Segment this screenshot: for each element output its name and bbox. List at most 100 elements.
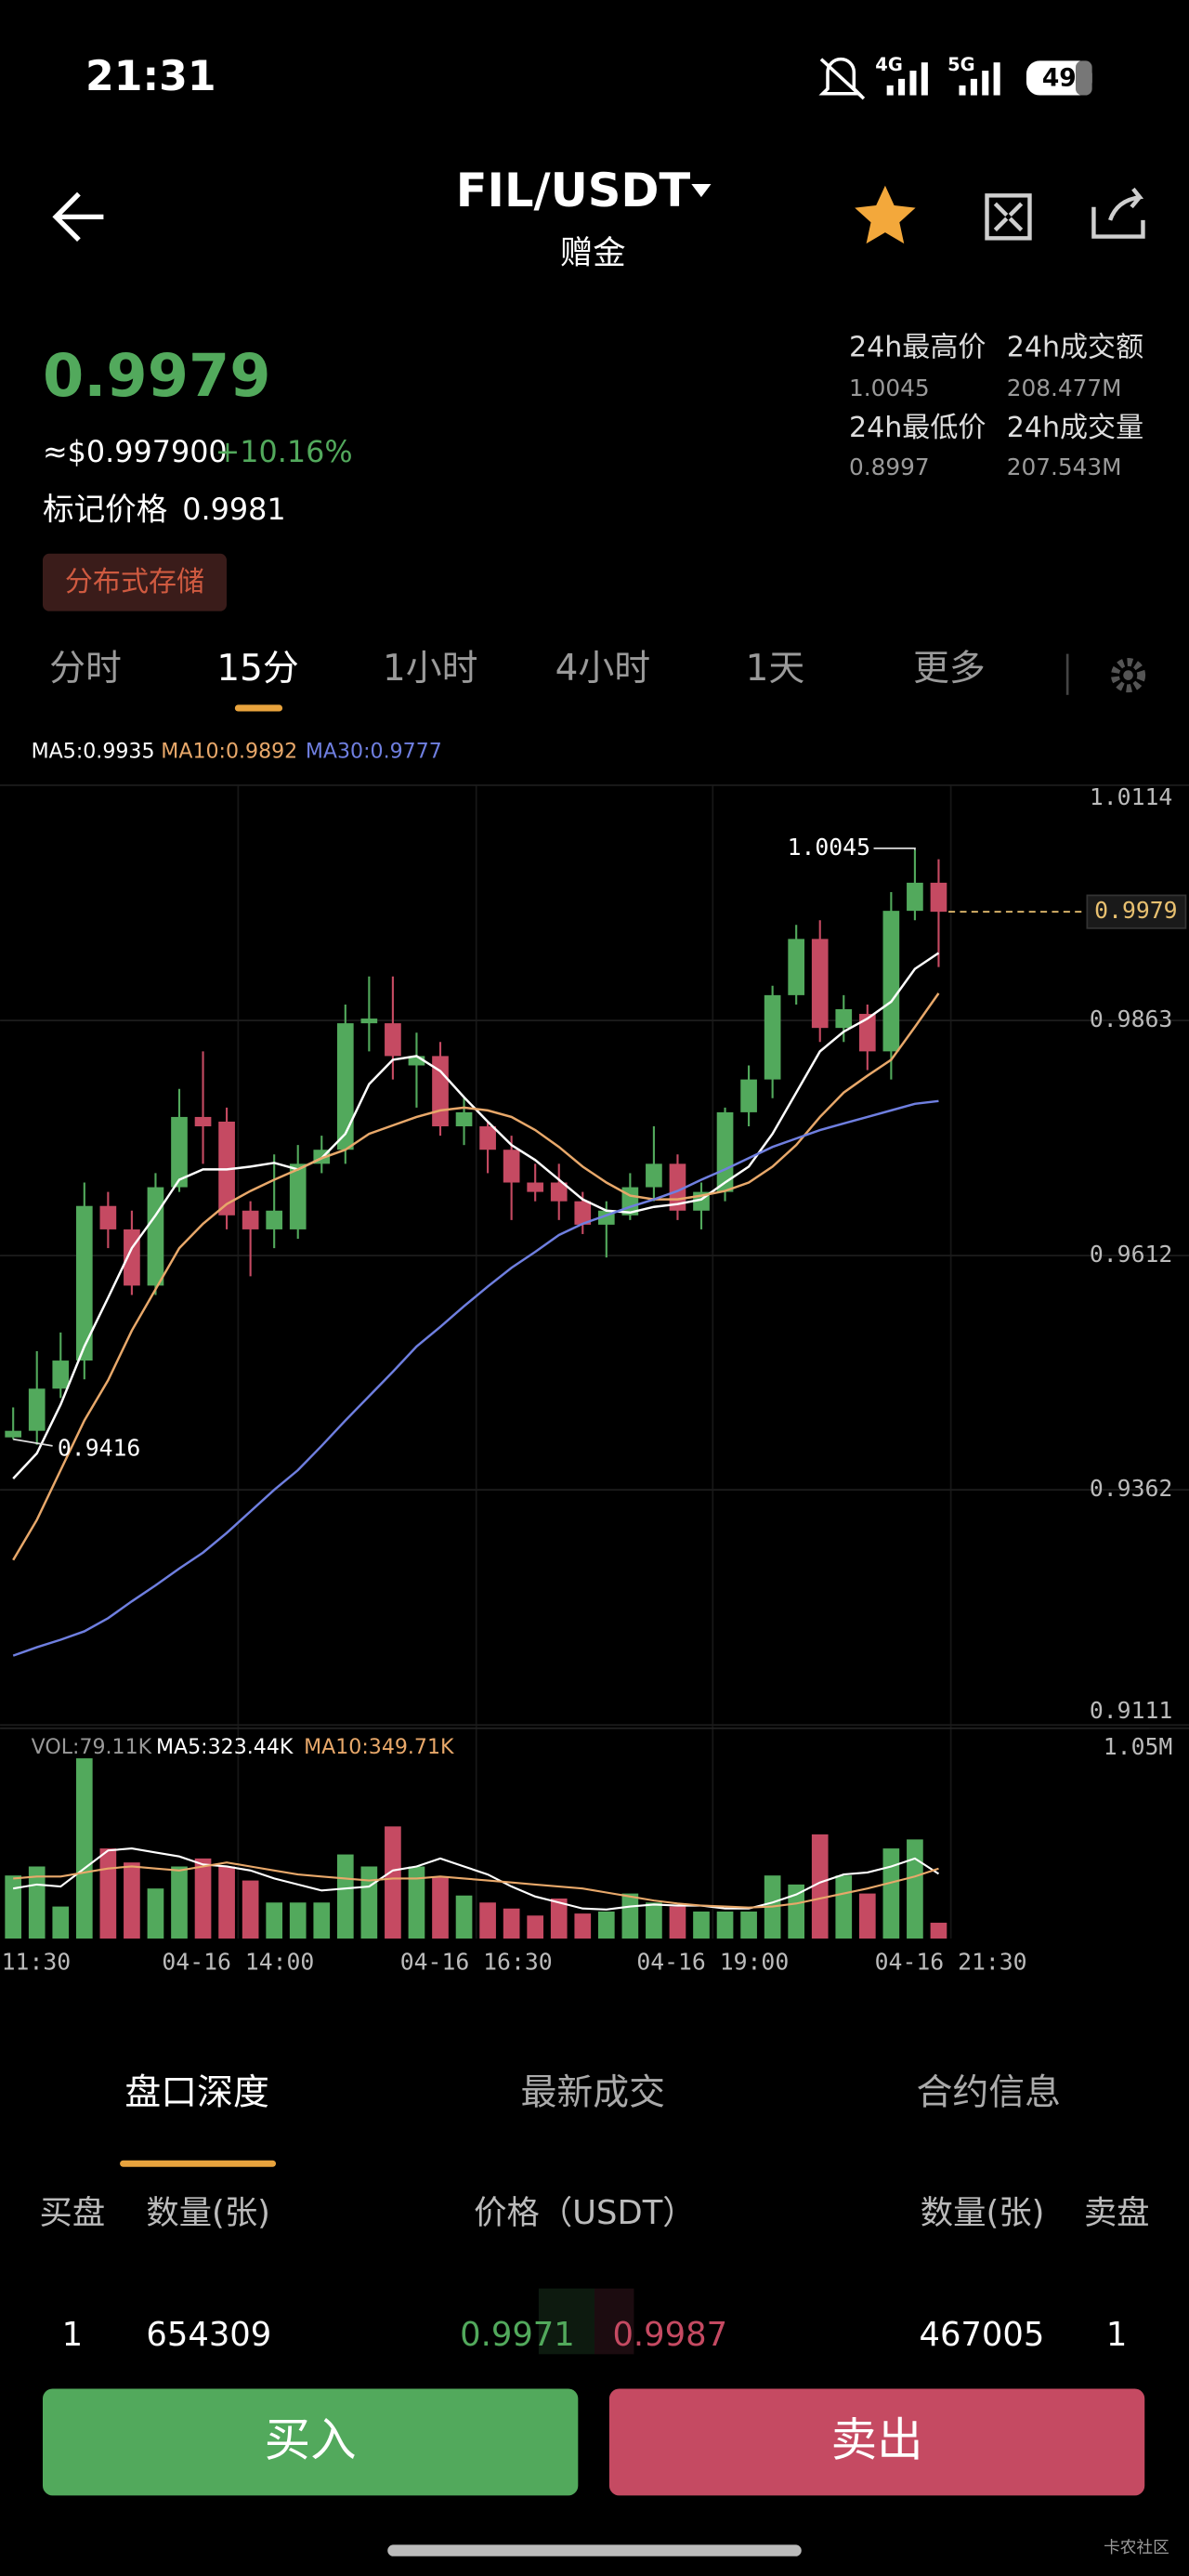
last-price: 0.9979 <box>43 342 271 411</box>
depth-tab-underline <box>120 2160 277 2167</box>
volume-bar <box>693 1911 710 1939</box>
depth-tab[interactable]: 合约信息 <box>917 2072 1062 2114</box>
depth-tab[interactable]: 最新成交 <box>520 2072 665 2114</box>
ma-line <box>12 1099 939 1657</box>
stat-value: 208.477M <box>1007 375 1122 401</box>
candle-body <box>740 1079 757 1112</box>
interval-tab[interactable]: 4小时 <box>555 648 650 690</box>
fullscreen-button[interactable] <box>985 193 1032 241</box>
volume-bar <box>75 1758 93 1939</box>
volume-legend: VOL:79.11K <box>32 1735 152 1759</box>
candle-body <box>28 1388 46 1431</box>
ask-depth-bar <box>594 2288 634 2355</box>
signal-icon <box>959 62 1000 96</box>
interval-tab[interactable]: 1天 <box>746 648 805 690</box>
volume-bar <box>385 1826 401 1939</box>
last-price-tag-bg <box>1086 894 1187 929</box>
battery-empty <box>1075 60 1092 96</box>
volume-bar <box>882 1848 900 1939</box>
signal-icon <box>886 62 928 96</box>
favorite-star[interactable] <box>855 185 916 244</box>
mark-price-value: 0.9981 <box>182 492 285 527</box>
stat-value: 207.543M <box>1007 453 1122 480</box>
sector-tag-bg[interactable] <box>43 553 227 611</box>
candle-body <box>5 1430 22 1438</box>
mark-price-label: 标记价格 <box>43 491 167 527</box>
pair-dropdown[interactable] <box>691 184 712 198</box>
candle-body <box>455 1111 473 1127</box>
usd-price: ≈$0.997900 <box>43 434 228 469</box>
interval-tab[interactable]: 分时 <box>49 648 122 690</box>
volume-bar <box>242 1880 259 1939</box>
volume-bar <box>811 1834 829 1939</box>
volume-ma-legend: MA5:323.44K <box>156 1735 294 1759</box>
depth-tab[interactable]: 盘口深度 <box>124 2072 269 2114</box>
interval-tab[interactable]: 1小时 <box>383 648 477 690</box>
y-tick-label: 0.9362 <box>1090 1475 1172 1502</box>
stat-label: 24h成交量 <box>1007 412 1143 444</box>
volume-bar <box>455 1895 473 1939</box>
volume-bar <box>907 1839 923 1939</box>
candle-body <box>266 1210 283 1229</box>
column-header: 买盘 <box>39 2194 105 2232</box>
candle-body <box>574 1201 592 1225</box>
candle-body <box>835 1008 853 1029</box>
ma-legend: MA30:0.9777 <box>306 740 442 764</box>
volume-ma-line <box>13 1847 940 1911</box>
column-header: 价格（USDT） <box>474 2194 695 2232</box>
ask-level: 1 <box>1106 2316 1128 2354</box>
network-label: 5G <box>947 54 974 75</box>
y-tick-label: 1.0114 <box>1090 783 1172 810</box>
candle-body <box>171 1116 188 1188</box>
low-label: 0.9416 <box>58 1434 140 1461</box>
volume-bar <box>266 1902 283 1939</box>
interval-tab[interactable]: 更多 <box>913 648 986 690</box>
stat-label: 24h最低价 <box>849 412 986 444</box>
sell-label[interactable]: 卖出 <box>831 2412 923 2466</box>
volume-bar <box>669 1906 686 1939</box>
bid-depth-bar <box>538 2288 594 2355</box>
status-time: 21:31 <box>85 53 216 100</box>
bid-level: 1 <box>62 2316 84 2354</box>
volume-tick-label: 1.05M <box>1104 1733 1173 1760</box>
pair-title[interactable]: FIL/USDT <box>456 164 691 217</box>
buy-label[interactable]: 买入 <box>265 2412 357 2466</box>
candle-body <box>930 882 947 913</box>
sell-button[interactable] <box>608 2388 1145 2496</box>
watermark: 卡农社区 <box>1104 2538 1169 2557</box>
candle-body <box>858 1014 876 1052</box>
bid-size: 654309 <box>146 2316 271 2354</box>
bid-price: 0.9971 <box>460 2316 575 2354</box>
volume-bar <box>597 1911 615 1939</box>
buy-button[interactable] <box>43 2388 579 2496</box>
volume-bar <box>99 1848 117 1939</box>
back-button[interactable] <box>52 191 104 242</box>
share-button[interactable] <box>1091 187 1145 239</box>
volume-bar <box>124 1862 140 1939</box>
candle-body <box>907 882 923 912</box>
high-label: 1.0045 <box>788 834 870 861</box>
kline-chart: 1.0114 0.9863 0.9612 0.9362 0.9111 MA5:0.9935… <box>0 740 1189 1976</box>
x-tick-label: 04-16 16:30 <box>400 1949 553 1976</box>
volume-bar <box>218 1866 235 1939</box>
candle-body <box>788 939 805 995</box>
x-tick-label: 04-16 19:00 <box>636 1949 789 1976</box>
y-tick-label: 0.9612 <box>1090 1241 1172 1268</box>
candle-body <box>52 1360 70 1389</box>
volume-bar <box>835 1875 853 1939</box>
settings-button[interactable] <box>1110 658 1146 693</box>
volume-bar <box>503 1908 520 1939</box>
volume-bar <box>52 1906 70 1939</box>
sector-tag[interactable]: 分布式存储 <box>65 566 204 598</box>
candle-body <box>242 1210 259 1229</box>
volume-bar <box>646 1902 662 1939</box>
volume-bar <box>432 1876 449 1939</box>
candle-body <box>503 1150 520 1183</box>
ask-price: 0.9987 <box>612 2316 727 2354</box>
volume-bar <box>716 1911 734 1939</box>
candle-body <box>194 1116 212 1127</box>
y-tick-label: 0.9863 <box>1090 1005 1172 1032</box>
interval-tab[interactable]: 15分 <box>216 648 298 690</box>
